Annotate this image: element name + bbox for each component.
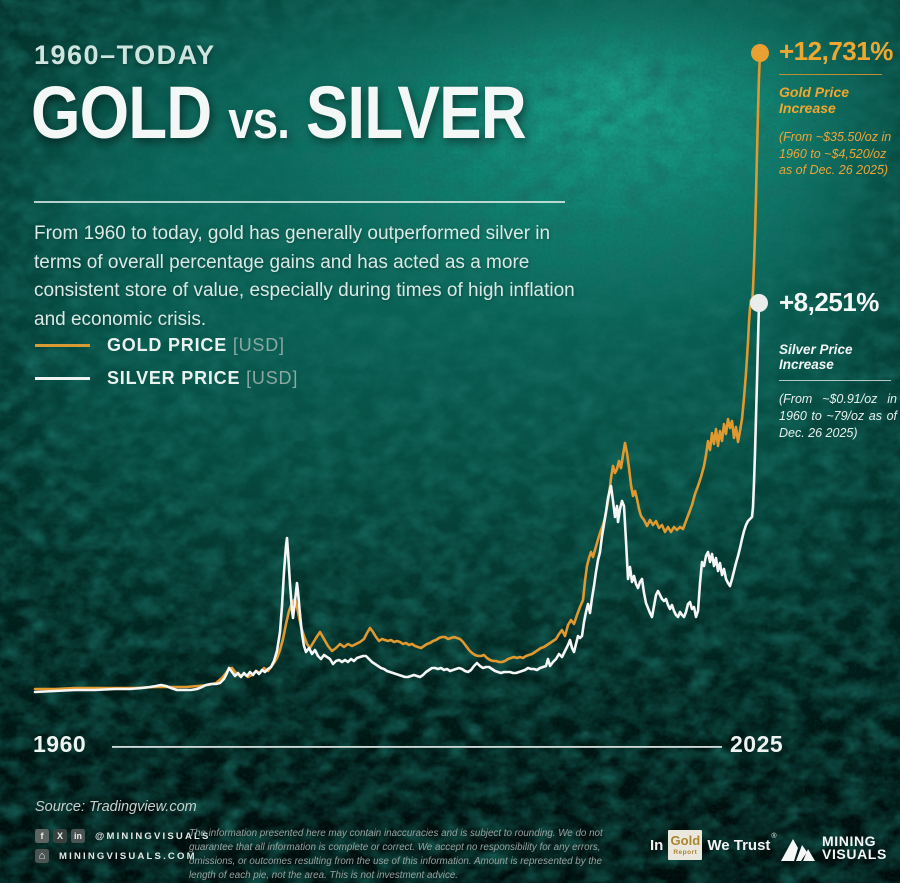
page-title: GOLD vs. SILVER (31, 70, 527, 155)
igwt-in-text: In (650, 837, 664, 854)
gold-annotation-divider (779, 74, 882, 75)
website-row: ⌂ MININGVISUALS.COM (35, 849, 197, 863)
source-attribution: Source: Tradingview.com (35, 799, 197, 815)
silver-annotation-divider (779, 380, 891, 381)
chart-legend: GOLD PRICE [USD] SILVER PRICE [USD] (35, 329, 298, 395)
intro-paragraph: From 1960 to today, gold has generally o… (34, 223, 575, 330)
silver-annotation: +8,251% Silver Price Increase (From ~$0.… (779, 287, 897, 442)
home-icon: ⌂ (35, 849, 49, 863)
social-handle[interactable]: @MININGVISUALS (95, 830, 211, 842)
legend-row-gold: GOLD PRICE [USD] (35, 329, 298, 362)
date-range-kicker: 1960–TODAY (34, 40, 216, 70)
mountain-logo-icon (781, 839, 815, 862)
website-link[interactable]: MININGVISUALS.COM (59, 850, 197, 862)
chart-end-dot-silver (750, 294, 768, 312)
social-row: f X in @MININGVISUALS (35, 829, 211, 843)
igwt-gold-text: Gold (670, 833, 701, 848)
mining-visuals-logo: MINING VISUALS (781, 833, 887, 863)
brand-wordmark: MINING VISUALS (822, 833, 887, 863)
silver-legend-unit: [USD] (246, 368, 299, 388)
facebook-icon[interactable]: f (35, 829, 49, 843)
silver-increase-value: +8,251% (779, 287, 879, 317)
igwt-wetrust-text: We Trust (707, 837, 771, 854)
axis-label-2025: 2025 (730, 731, 784, 757)
gold-legend-unit: [USD] (232, 335, 285, 355)
legend-row-silver: SILVER PRICE [USD] (35, 362, 298, 395)
brand-line1: MINING (822, 833, 877, 849)
gold-line-swatch (35, 344, 90, 347)
disclaimer-text: The information presented here may conta… (189, 828, 603, 881)
chart-end-dot-gold (751, 44, 769, 62)
x-twitter-icon[interactable]: X (53, 829, 67, 843)
gold-increase-value: +12,731% (779, 36, 893, 66)
in-gold-we-trust-logo: In Gold Report We Trust ® (650, 830, 777, 860)
silver-line-swatch (35, 377, 90, 380)
title-gold: GOLD (31, 71, 212, 154)
silver-increase-detail: (From ~$0.91/oz in 1960 to ~79/oz as of … (779, 392, 897, 440)
x-axis-line (112, 746, 722, 748)
gold-increase-detail: (From ~$35.50/oz in 1960 to ~$4,520/oz a… (779, 130, 892, 178)
gold-increase-label: Gold Price Increase (779, 84, 850, 116)
igwt-gold-report-box: Gold Report (668, 830, 703, 860)
silver-increase-label: Silver Price Increase (779, 342, 853, 372)
igwt-registered-mark: ® (771, 833, 777, 840)
gold-annotation: +12,731% Gold Price Increase (From ~$35.… (779, 36, 896, 179)
gold-legend-label: GOLD PRICE [USD] (107, 335, 285, 355)
title-vs: vs. (228, 91, 290, 150)
igwt-report-text: Report (673, 849, 698, 856)
linkedin-icon[interactable]: in (71, 829, 85, 843)
axis-label-1960: 1960 (33, 731, 87, 757)
title-divider (34, 201, 565, 203)
silver-legend-label: SILVER PRICE [USD] (107, 368, 299, 388)
brand-line2: VISUALS (822, 846, 887, 863)
title-silver: SILVER (305, 71, 527, 154)
